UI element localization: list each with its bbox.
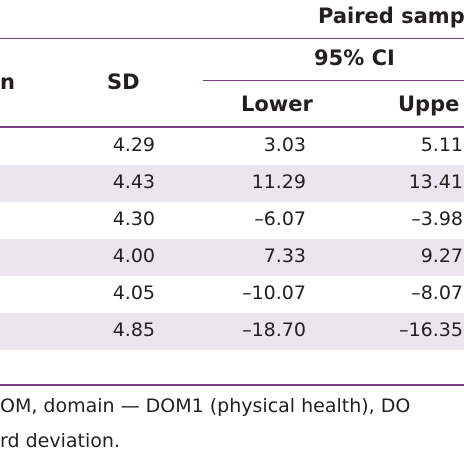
cell-ci-lower: –6.07 (254, 208, 306, 230)
cell-ci-upper: 5.11 (420, 134, 463, 156)
ci-divider (203, 80, 464, 81)
cell-ci-upper: 9.27 (420, 245, 463, 267)
cell-ci-lower: 7.33 (263, 245, 306, 267)
paired-samples-header: Paired samp (318, 4, 464, 28)
table-row: 4.85 –18.70 –16.35 (0, 313, 464, 350)
cell-sd: 4.05 (112, 282, 155, 304)
table-row: 4.00 7.33 9.27 (0, 239, 464, 276)
cell-ci-upper: –8.07 (411, 282, 463, 304)
cell-ci-lower: –10.07 (242, 282, 306, 304)
column-header-left-fragment: n (0, 70, 15, 94)
cell-ci-lower: 3.03 (263, 134, 306, 156)
ci-header: 95% CI (314, 46, 395, 70)
header-bottom-rule (0, 126, 464, 128)
cell-ci-lower: –18.70 (242, 319, 306, 341)
cell-sd: 4.29 (112, 134, 155, 156)
cell-sd: 4.00 (112, 245, 155, 267)
cell-ci-upper: –3.98 (411, 208, 463, 230)
table-row: 4.43 11.29 13.41 (0, 165, 464, 202)
table-row: 4.30 –6.07 –3.98 (0, 202, 464, 239)
cell-ci-upper: 13.41 (408, 171, 463, 193)
column-header-lower: Lower (241, 92, 313, 116)
cell-sd: 4.43 (112, 171, 155, 193)
table-row: 4.05 –10.07 –8.07 (0, 276, 464, 313)
top-divider (0, 38, 464, 39)
column-header-sd: SD (107, 70, 140, 94)
table-row: 4.29 3.03 5.11 (0, 128, 464, 165)
cell-ci-upper: –16.35 (399, 319, 463, 341)
footnote-line-2: rd deviation. (0, 430, 120, 452)
column-header-upper: Uppe (398, 92, 460, 116)
cell-ci-lower: 11.29 (251, 171, 306, 193)
footnote-line-1: OM, domain — DOM1 (physical health), DO (0, 395, 411, 417)
cell-sd: 4.30 (112, 208, 155, 230)
cell-sd: 4.85 (112, 319, 155, 341)
table-bottom-rule (0, 384, 464, 386)
